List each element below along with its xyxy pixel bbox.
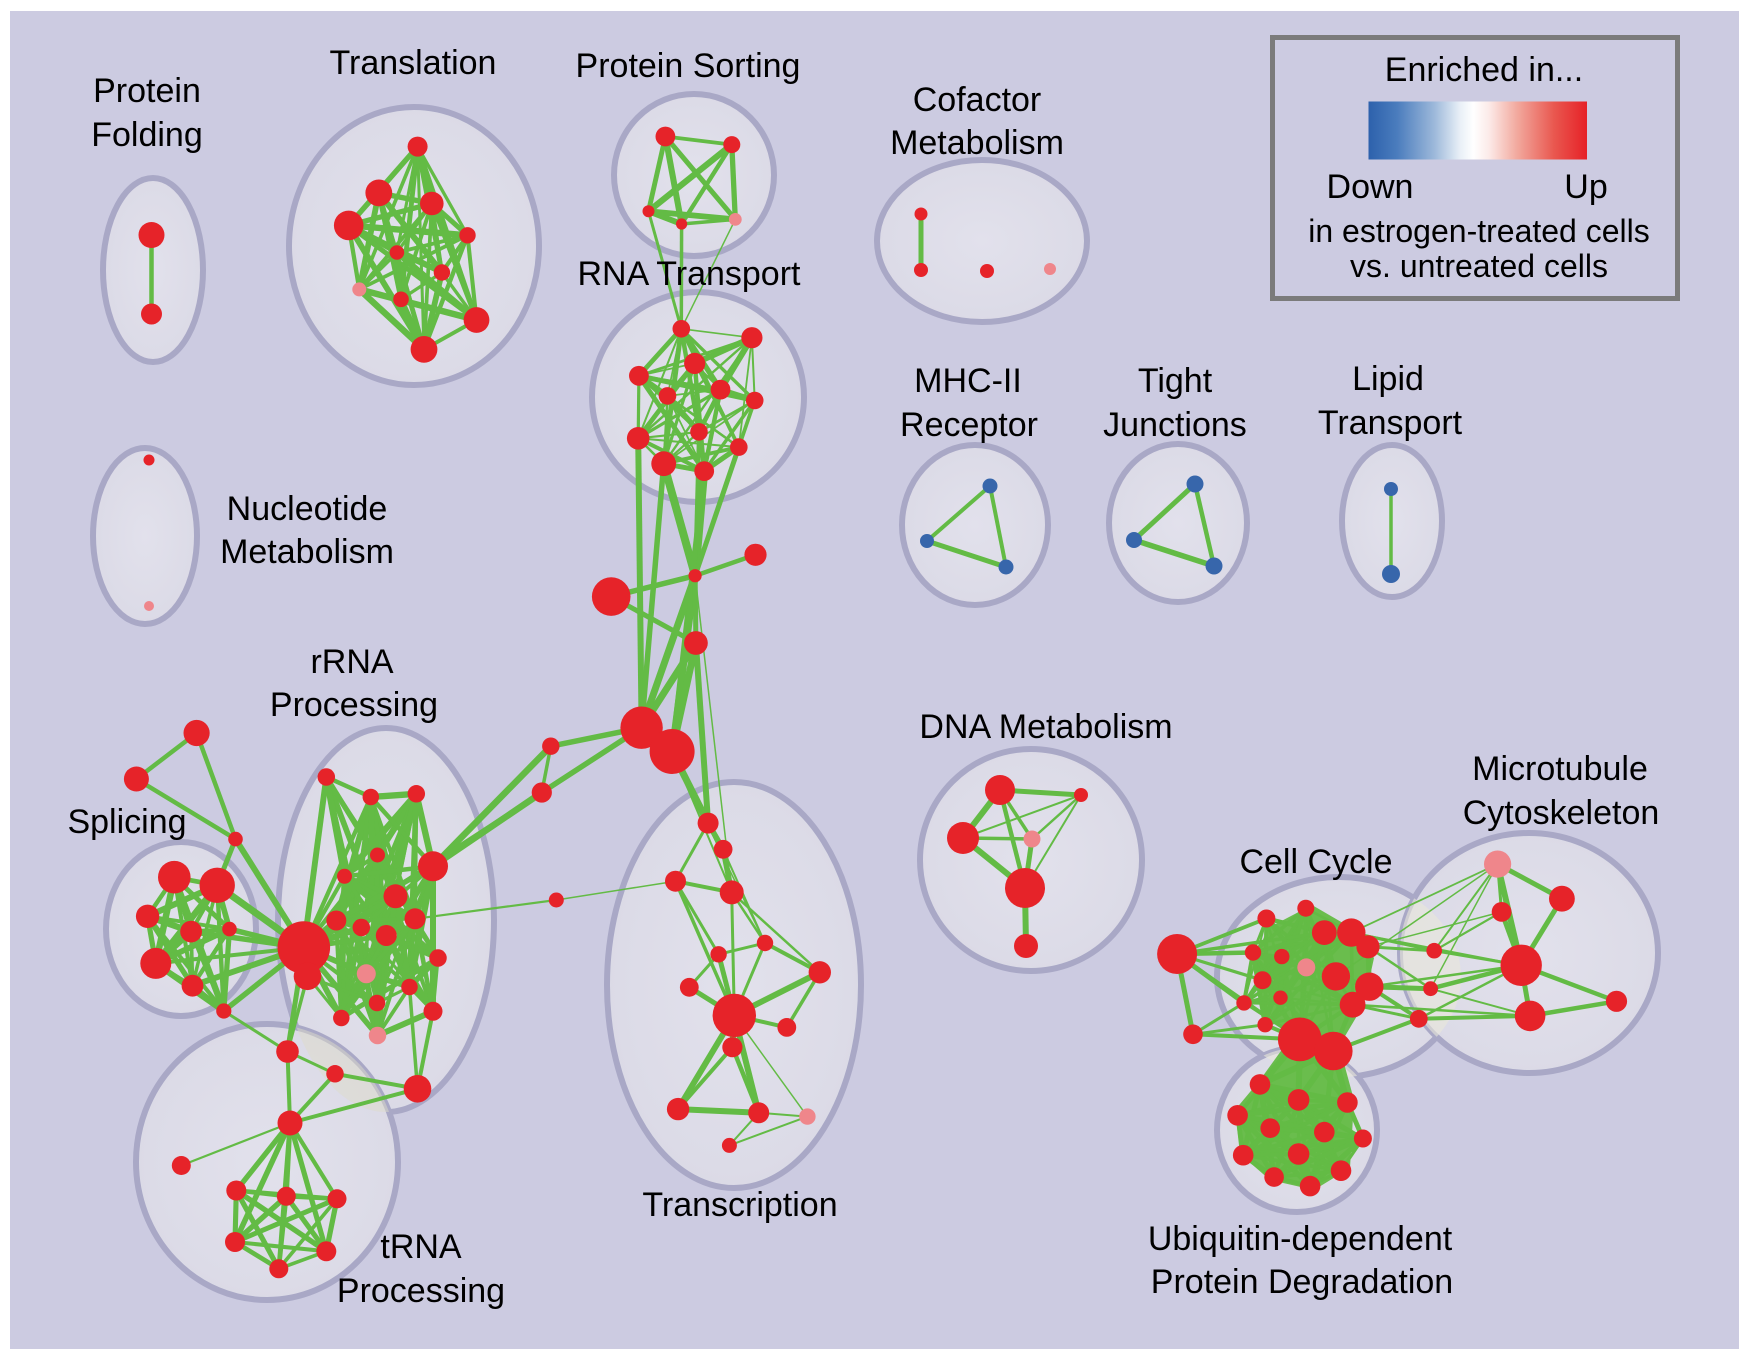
svg-text:Folding: Folding [91, 116, 203, 154]
svg-text:Nucleotide: Nucleotide [227, 490, 388, 528]
svg-text:Cofactor: Cofactor [913, 81, 1042, 119]
svg-text:Splicing: Splicing [67, 803, 186, 841]
svg-text:Cell Cycle: Cell Cycle [1239, 843, 1392, 881]
svg-text:Protein Sorting: Protein Sorting [576, 47, 801, 85]
svg-text:Lipid: Lipid [1352, 360, 1424, 398]
svg-text:Junctions: Junctions [1103, 406, 1247, 444]
svg-text:Microtubule: Microtubule [1472, 750, 1648, 788]
svg-text:Protein Degradation: Protein Degradation [1151, 1263, 1453, 1301]
svg-text:rRNA: rRNA [310, 643, 393, 681]
svg-text:RNA Transport: RNA Transport [578, 255, 802, 293]
svg-text:Protein: Protein [93, 72, 201, 110]
svg-text:Up: Up [1564, 168, 1607, 206]
svg-text:Receptor: Receptor [900, 406, 1038, 444]
svg-text:Tight: Tight [1138, 362, 1213, 400]
svg-text:MHC-II: MHC-II [914, 362, 1022, 400]
svg-text:Enriched in...: Enriched in... [1385, 51, 1583, 89]
svg-text:Cytoskeleton: Cytoskeleton [1463, 794, 1660, 832]
svg-text:in estrogen-treated cells: in estrogen-treated cells [1308, 213, 1650, 249]
svg-text:Down: Down [1327, 168, 1414, 206]
svg-text:Metabolism: Metabolism [220, 533, 394, 571]
svg-text:Translation: Translation [330, 44, 497, 82]
svg-text:tRNA: tRNA [380, 1228, 462, 1266]
svg-text:Transport: Transport [1318, 404, 1463, 442]
svg-text:Processing: Processing [270, 686, 438, 724]
svg-text:Processing: Processing [337, 1272, 505, 1310]
svg-text:Ubiquitin-dependent: Ubiquitin-dependent [1148, 1220, 1453, 1258]
svg-text:Metabolism: Metabolism [890, 124, 1064, 162]
svg-text:DNA Metabolism: DNA Metabolism [919, 708, 1172, 746]
svg-text:Transcription: Transcription [642, 1186, 837, 1224]
svg-text:vs. untreated cells: vs. untreated cells [1350, 248, 1608, 284]
